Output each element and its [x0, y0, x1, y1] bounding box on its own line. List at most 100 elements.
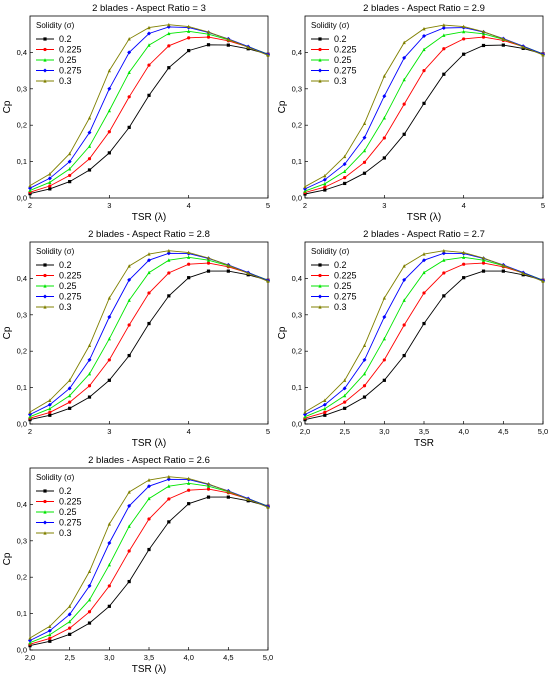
legend-label: 0.2: [334, 34, 347, 44]
data-point: [521, 45, 525, 49]
y-tick-label: 0,3: [17, 84, 27, 93]
legend-label: 0.25: [334, 281, 352, 291]
data-point: [127, 524, 131, 528]
data-point: [167, 31, 171, 36]
x-tick-label: 4: [462, 201, 466, 210]
chart-title: 2 blades - Aspect Ratio = 3: [92, 3, 206, 14]
data-point: [362, 343, 367, 347]
x-tick-label: 2,0: [300, 427, 310, 436]
data-point: [442, 258, 446, 262]
data-point: [48, 184, 52, 188]
legend-marker: [43, 68, 47, 73]
data-point: [87, 357, 92, 362]
data-point: [442, 294, 446, 298]
y-tick-label: 0,0: [292, 194, 302, 203]
legend-label: 0.2: [59, 486, 72, 496]
chart-panel-ar-2-6: 2 blades - Aspect Ratio = 2.6 2,0 2,5 3,0 3,…: [2, 455, 273, 675]
data-point: [167, 474, 171, 479]
data-point: [147, 291, 151, 295]
legend-marker: [318, 37, 322, 41]
legend-label: 0.225: [334, 45, 357, 55]
legend-marker: [43, 79, 47, 83]
data-point: [323, 406, 327, 411]
legend-label: 0.275: [334, 66, 357, 76]
chart-panel-ar-3: 2 blades - Aspect Ratio = 3 2 3 4 5 0,0 0,1 0,2…: [2, 3, 270, 223]
data-point: [303, 414, 307, 419]
x-tick-label: 2: [28, 427, 32, 436]
chart-title: 2 blades - Aspect Ratio = 2.8: [88, 229, 210, 240]
data-point: [462, 52, 466, 56]
legend-label: 0.2: [334, 260, 347, 270]
data-point: [147, 484, 151, 489]
y-tick-label: 0,4: [17, 274, 27, 283]
data-point: [362, 148, 367, 153]
data-point: [501, 43, 505, 47]
data-point: [323, 398, 327, 402]
data-point: [422, 258, 426, 263]
legend-label: 0.2: [59, 34, 72, 44]
legend-marker: [43, 273, 47, 278]
data-point: [187, 481, 191, 485]
x-tick-label: 2: [28, 201, 32, 210]
x-tick-label: 3,0: [379, 427, 389, 436]
data-point: [323, 413, 327, 417]
data-point: [342, 386, 347, 391]
data-point: [442, 271, 446, 275]
y-tick-label: 0,0: [292, 420, 302, 429]
data-point: [48, 639, 52, 643]
data-point: [187, 250, 191, 255]
data-point: [382, 94, 387, 99]
data-point: [462, 276, 466, 280]
data-point: [206, 256, 211, 260]
y-tick-label: 0,1: [292, 157, 302, 166]
data-point: [462, 255, 466, 259]
data-point: [226, 263, 230, 267]
data-point: [127, 549, 131, 553]
data-point: [206, 495, 211, 499]
data-point: [303, 184, 307, 189]
data-point: [462, 250, 466, 255]
data-point: [481, 269, 486, 273]
data-point: [343, 400, 347, 404]
data-point: [127, 50, 132, 55]
y-tick-label: 0,0: [17, 420, 27, 429]
data-point: [67, 386, 72, 391]
data-point: [167, 497, 171, 501]
data-point: [187, 476, 191, 481]
y-axis-label: Cp: [2, 100, 13, 113]
data-point: [481, 43, 486, 48]
data-point: [68, 378, 72, 382]
legend-marker: [43, 499, 47, 504]
data-point: [68, 180, 72, 184]
data-point: [422, 270, 426, 275]
data-point: [87, 583, 92, 588]
legend-marker: [43, 284, 47, 288]
y-tick-label: 0,1: [292, 383, 302, 392]
y-axis-label: Cp: [277, 100, 288, 113]
data-point: [167, 248, 171, 253]
y-axis-label: Cp: [2, 552, 13, 565]
legend-marker: [318, 273, 322, 278]
data-point: [87, 157, 92, 161]
data-point: [87, 395, 92, 399]
data-point: [127, 503, 132, 508]
data-point: [87, 343, 92, 347]
data-point: [187, 276, 191, 280]
data-point: [107, 540, 112, 545]
data-point: [68, 400, 72, 404]
data-point: [68, 626, 72, 630]
data-point: [382, 296, 386, 300]
y-tick-label: 0,3: [17, 536, 27, 545]
data-point: [147, 25, 151, 30]
data-point: [442, 72, 446, 76]
data-point: [323, 185, 327, 189]
plot-frame: [304, 15, 544, 199]
legend-title: Solidity (σ): [311, 247, 350, 256]
data-point: [166, 477, 171, 482]
data-point: [107, 108, 111, 113]
x-tick-label: 5: [541, 201, 545, 210]
data-point: [266, 505, 270, 509]
data-point: [382, 378, 386, 382]
data-point: [402, 132, 406, 136]
data-point: [107, 522, 111, 526]
